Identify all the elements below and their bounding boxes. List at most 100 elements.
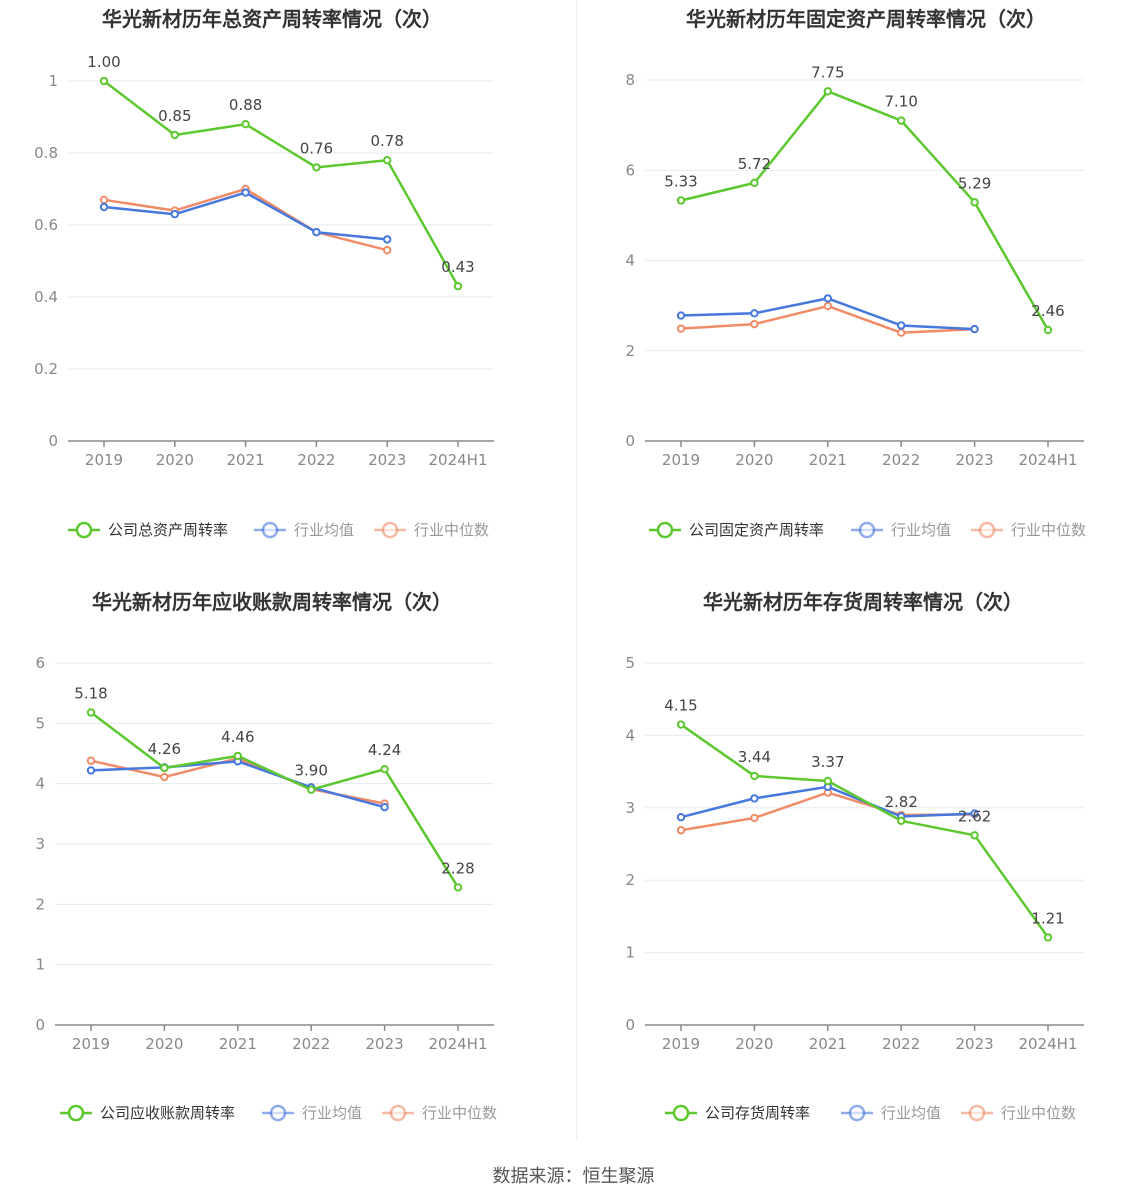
- chart-svg: 华光新材历年存货周转率情况（次） 0 1 2 3 4 5 2019 2020 2021 2022 20…: [625, 590, 1084, 1122]
- y-tick-label: 6: [35, 654, 45, 672]
- legend-item: 公司存货周转率: [665, 1104, 810, 1122]
- data-label: 3.44: [738, 748, 771, 766]
- legend-label: 行业中位数: [1001, 1104, 1076, 1122]
- series-line: [90, 711, 460, 889]
- data-label: 2.62: [958, 807, 991, 825]
- data-point: [676, 196, 686, 205]
- data-point: [970, 324, 979, 334]
- x-tick-label: 2022: [882, 451, 920, 469]
- chart-svg: 华光新材历年应收账款周转率情况（次） 0 1 2 3 4 5 6 2019 2020 2021 202…: [35, 590, 497, 1122]
- x-tick-label: 2021: [219, 1035, 257, 1053]
- data-point: [170, 210, 180, 219]
- data-point: [897, 321, 906, 330]
- legend-marker: [67, 1104, 85, 1122]
- data-label: 2.82: [884, 793, 917, 811]
- y-tick-label: 4: [35, 775, 45, 793]
- x-tick-label: 2023: [366, 1035, 404, 1053]
- legend-marker: [968, 1104, 986, 1122]
- data-point: [380, 802, 389, 812]
- x-tick-label: 2020: [735, 1035, 773, 1053]
- chart-panel-total-asset-turnover: 华光新材历年总资产周转率情况（次） 0 0.2 0.4 0.6 0.8 1 2019 2020 2…: [0, 0, 573, 583]
- y-tick-label: 3: [625, 799, 635, 817]
- data-point: [383, 246, 392, 255]
- data-point: [380, 764, 389, 774]
- legend-label: 行业均值: [294, 521, 354, 539]
- legend-label: 行业均值: [302, 1104, 362, 1122]
- legend-item: 公司总资产周转率: [68, 521, 228, 539]
- y-tick-label: 0: [625, 432, 635, 450]
- legend-label: 公司存货周转率: [705, 1104, 810, 1122]
- legend-label: 行业中位数: [1011, 521, 1086, 539]
- legend-marker: [269, 1104, 287, 1122]
- y-tick-label: 8: [625, 71, 635, 89]
- y-tick-label: 0.4: [34, 288, 58, 306]
- x-tick-label: 2021: [809, 451, 847, 469]
- legend-label: 行业中位数: [414, 521, 489, 539]
- data-point: [99, 202, 109, 212]
- data-point: [897, 328, 906, 337]
- data-point: [823, 776, 833, 786]
- legend-marker: [978, 521, 996, 539]
- data-label: 0.43: [441, 258, 474, 276]
- chart-svg: 华光新材历年固定资产周转率情况（次） 0 2 4 6 8 2019 2020 2021 2022 2…: [625, 7, 1086, 539]
- data-point: [897, 116, 906, 125]
- x-tick-label: 2020: [735, 451, 773, 469]
- data-point: [453, 282, 463, 291]
- chart-svg: 华光新材历年总资产周转率情况（次） 0 0.2 0.4 0.6 0.8 1 2019 2020 2…: [34, 7, 494, 539]
- data-source-note: 数据来源：恒生聚源: [492, 1166, 655, 1187]
- legend-marker: [672, 1104, 690, 1122]
- data-point: [86, 708, 96, 717]
- data-point: [312, 228, 321, 237]
- data-point: [241, 120, 250, 129]
- data-point: [86, 756, 96, 765]
- x-tick-label: 2019: [72, 1035, 110, 1053]
- chart-title: 华光新材历年存货周转率情况（次）: [703, 590, 1023, 614]
- data-point: [233, 751, 243, 761]
- data-label: 5.18: [74, 684, 107, 702]
- legend-item: 行业中位数: [374, 521, 489, 539]
- data-label: 5.29: [958, 174, 991, 192]
- y-tick-label: 2: [625, 342, 635, 360]
- series-line: [103, 187, 388, 252]
- data-label: 0.76: [300, 139, 333, 157]
- series-line: [680, 723, 1050, 939]
- data-point: [750, 794, 759, 803]
- data-label: 0.88: [229, 96, 262, 114]
- chart-panel-inventory-turnover: 华光新材历年存货周转率情况（次） 0 1 2 3 4 5 2019 2020 2021 2022 20…: [577, 583, 1147, 1166]
- chart-title: 华光新材历年总资产周转率情况（次）: [102, 7, 442, 31]
- data-point: [99, 195, 109, 205]
- y-tick-label: 0.6: [34, 216, 58, 234]
- y-tick-label: 0.8: [34, 144, 58, 162]
- data-label: 3.37: [811, 753, 844, 771]
- data-point: [750, 309, 759, 318]
- y-tick-label: 0: [48, 432, 58, 450]
- x-tick-label: 2020: [156, 451, 194, 469]
- x-tick-label: 2024H1: [1019, 451, 1078, 469]
- legend-item: 行业中位数: [382, 1104, 497, 1122]
- data-label: 1.21: [1031, 909, 1064, 927]
- series-line: [680, 791, 975, 832]
- y-tick-label: 0: [35, 1016, 45, 1034]
- y-tick-label: 1: [35, 956, 45, 974]
- y-tick-label: 2: [35, 895, 45, 913]
- legend-item: 行业中位数: [971, 521, 1086, 539]
- y-tick-label: 5: [625, 654, 635, 672]
- y-tick-label: 6: [625, 161, 635, 179]
- y-tick-label: 4: [625, 252, 635, 270]
- data-point: [970, 831, 979, 840]
- legend-marker: [858, 521, 876, 539]
- data-label: 0.78: [370, 132, 403, 150]
- legend-item: 行业中位数: [961, 1104, 1076, 1122]
- x-tick-label: 2019: [662, 1035, 700, 1053]
- data-point: [1043, 933, 1053, 942]
- y-tick-label: 0.2: [34, 360, 58, 378]
- x-tick-label: 2024H1: [429, 1035, 488, 1053]
- panel-divider: [576, 0, 577, 1140]
- data-point: [750, 319, 759, 329]
- legend-label: 行业均值: [891, 521, 951, 539]
- y-tick-label: 4: [625, 726, 635, 744]
- data-point: [160, 772, 169, 782]
- data-label: 4.26: [148, 740, 181, 758]
- data-label: 3.90: [294, 762, 327, 780]
- legend-label: 行业中位数: [422, 1104, 497, 1122]
